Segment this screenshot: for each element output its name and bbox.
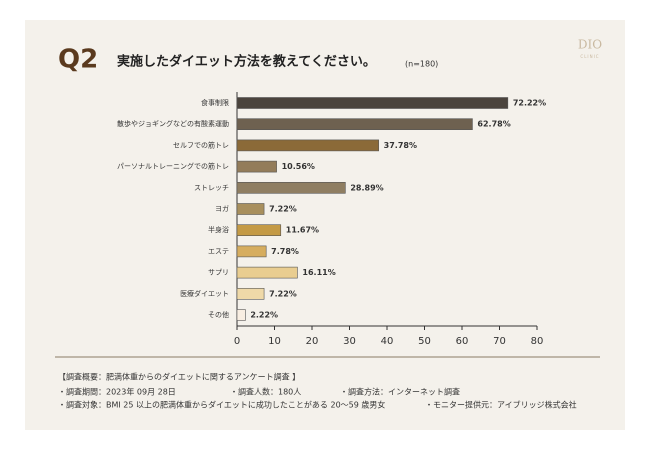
- chart-title: 実施したダイエット方法を教えてください。: [117, 54, 376, 70]
- y-tick-label: ヨガ: [215, 204, 229, 213]
- y-tick-label: サプリ: [208, 269, 229, 277]
- card: [25, 20, 625, 430]
- value-label: 37.78%: [384, 141, 417, 150]
- logo-sub: CLINIC: [580, 54, 599, 59]
- value-label: 16.11%: [302, 268, 335, 277]
- bar: [236, 224, 282, 236]
- bar: [236, 160, 277, 173]
- x-tick-label: 30: [343, 336, 356, 347]
- bar: [236, 203, 265, 215]
- value-label: 11.67%: [286, 226, 319, 235]
- footer-heading: 【調査概要：肥満体重からのダイエットに関するアンケート調査 】: [58, 372, 300, 382]
- value-label: 7.22%: [269, 205, 297, 214]
- y-tick-label: 散歩やジョギングなどの有酸素運動: [117, 119, 229, 128]
- x-tick-label: 50: [418, 336, 431, 347]
- y-tick-label: パーソナルトレーニングでの筋トレ: [117, 162, 229, 171]
- value-label: 7.22%: [269, 289, 297, 298]
- bar: [236, 182, 346, 194]
- value-label: 2.22%: [250, 311, 278, 320]
- value-label: 7.78%: [271, 247, 299, 256]
- subtitle: (n=180): [405, 60, 438, 69]
- x-tick-label: 60: [456, 336, 469, 347]
- question-number: Q2: [58, 45, 98, 75]
- value-label: 28.89%: [350, 183, 383, 192]
- y-tick-label: 医療ダイエット: [180, 289, 229, 298]
- value-label: 72.22%: [513, 99, 546, 108]
- footer-line: ・調査期間：2023年 09月 28日: [58, 387, 176, 397]
- logo: DIO: [578, 38, 602, 52]
- bar: [236, 309, 246, 321]
- value-label: 10.56%: [282, 162, 315, 171]
- x-tick-label: 10: [268, 336, 281, 347]
- footer-line: ・モニター提供元：アイブリッジ株式会社: [425, 400, 577, 410]
- bar: [236, 118, 473, 130]
- bar: [236, 97, 509, 109]
- bar: [236, 266, 298, 279]
- x-tick-label: 70: [493, 336, 506, 347]
- x-tick-label: 20: [306, 336, 319, 347]
- footer-line: ・調査方法：インターネット調査: [340, 387, 460, 397]
- y-tick-label: 半身浴: [208, 225, 229, 234]
- footer-line: ・調査人数：180人: [230, 387, 301, 397]
- x-tick-label: 0: [234, 336, 240, 347]
- y-tick-label: セルフでの筋トレ: [173, 140, 229, 149]
- bar: [236, 287, 265, 300]
- bar: [236, 245, 267, 258]
- bar: [236, 139, 379, 152]
- footer-line: ・調査対象：BMI 25 以上の肥満体重からダイエットに成功したことがある 20…: [58, 400, 385, 410]
- y-tick-label: ストレッチ: [194, 184, 229, 192]
- x-tick-label: 40: [381, 336, 394, 347]
- value-label: 62.78%: [477, 120, 510, 129]
- y-tick-label: その他: [208, 310, 229, 319]
- y-tick-label: エステ: [208, 247, 229, 255]
- y-tick-label: 食事制限: [201, 98, 229, 107]
- x-tick-label: 80: [531, 336, 544, 347]
